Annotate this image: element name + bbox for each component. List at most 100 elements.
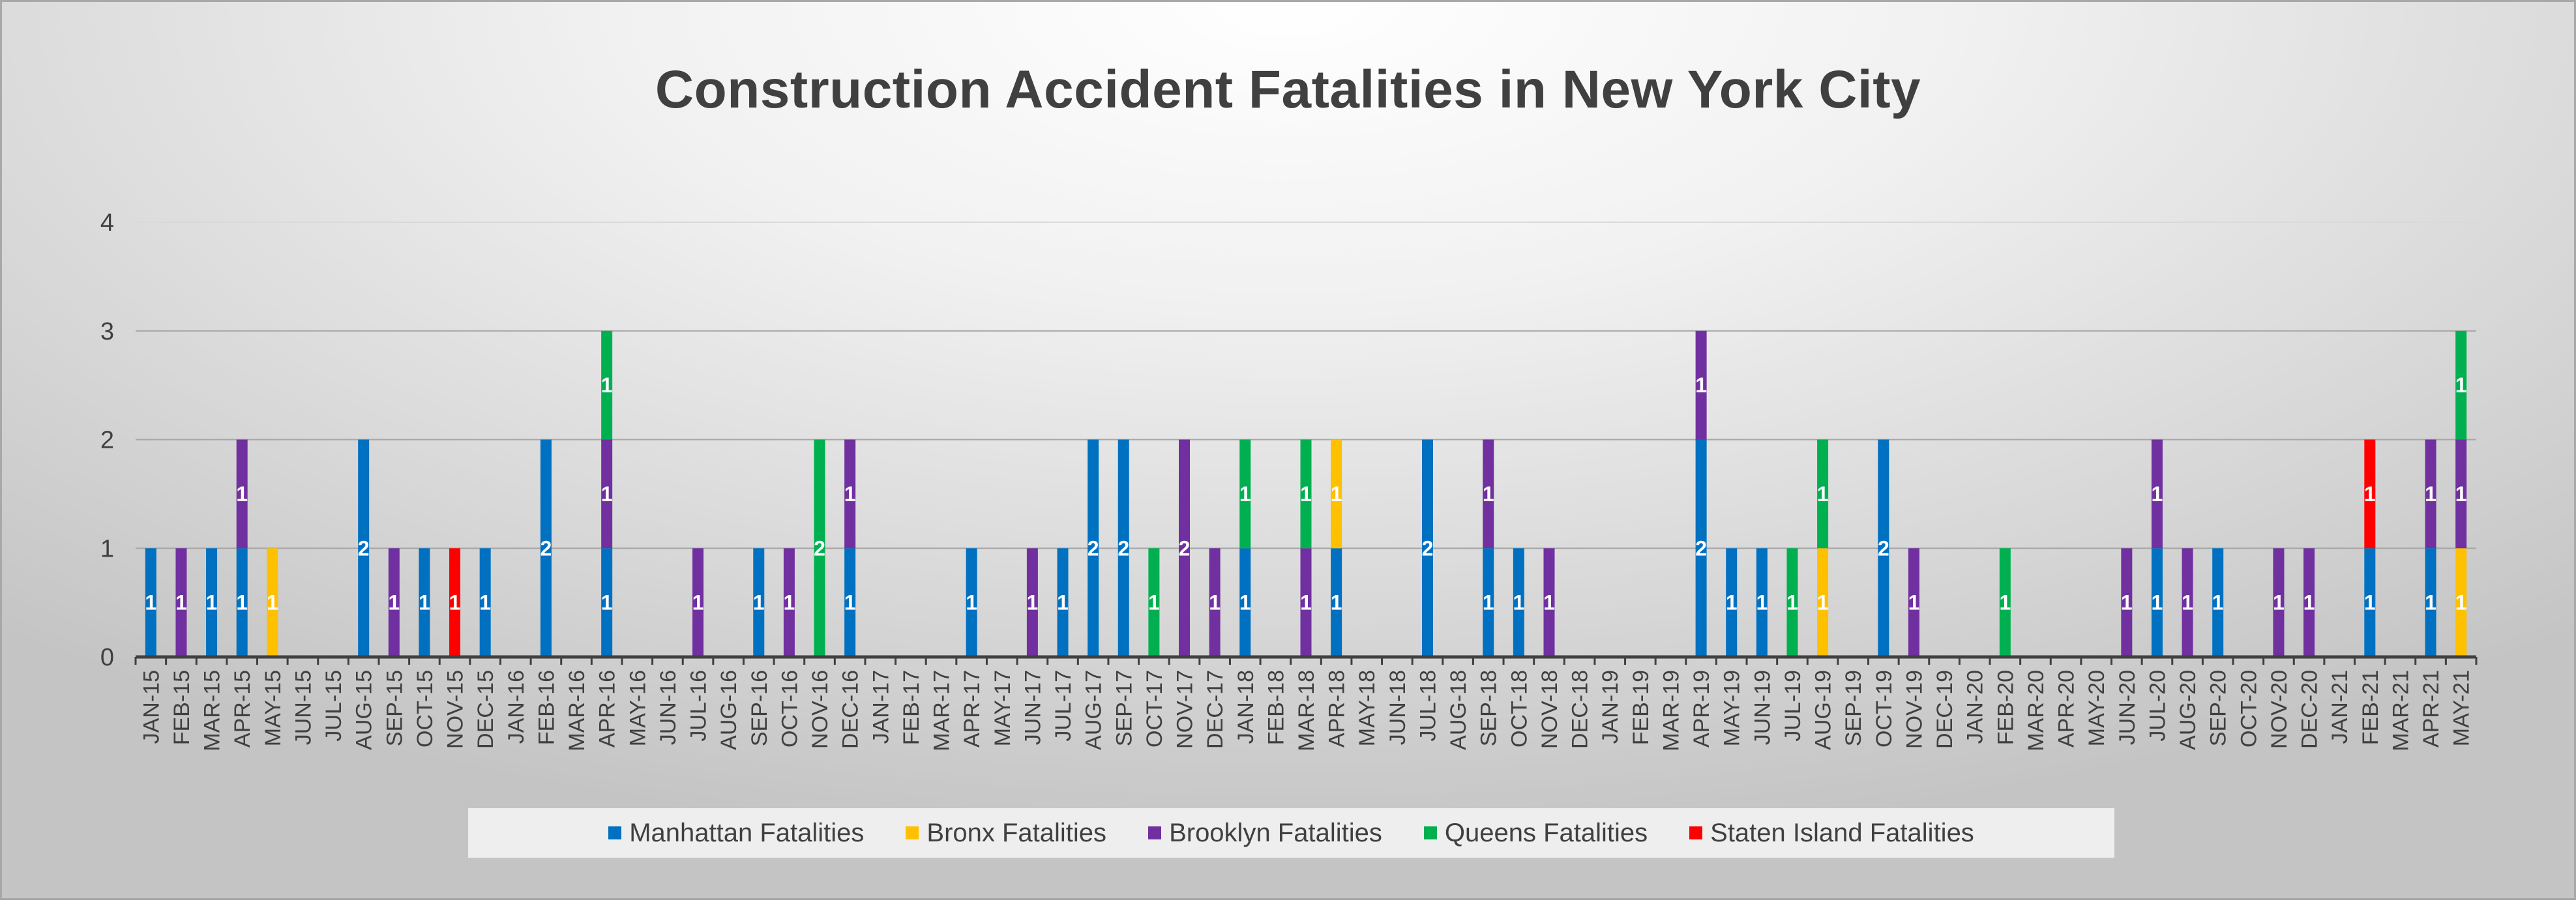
- x-tick-label: AUG-19: [1811, 670, 1836, 750]
- data-label: 1: [1543, 591, 1555, 615]
- bar-segment: [1543, 548, 1555, 657]
- bar-segment: [1695, 439, 1707, 657]
- data-label: 2: [540, 536, 552, 560]
- data-label: 1: [601, 373, 613, 397]
- x-tick-label: OCT-17: [1142, 670, 1167, 748]
- data-label: 1: [1726, 591, 1738, 615]
- data-label: 1: [1331, 482, 1342, 506]
- x-tick-label: MAR-18: [1294, 670, 1319, 751]
- x-tick-label: NOV-15: [443, 670, 468, 749]
- bar-segment: [1331, 439, 1342, 549]
- data-label: 1: [388, 591, 400, 615]
- x-tick-label: NOV-18: [1537, 670, 1562, 749]
- data-label: 1: [1209, 591, 1221, 615]
- bar-segment: [1179, 439, 1191, 657]
- legend: Manhattan Fatalities Bronx Fatalities Broo…: [468, 808, 2114, 858]
- x-tick-label: NOV-17: [1173, 670, 1198, 749]
- data-label: 1: [784, 591, 795, 615]
- x-tick-label: MAY-16: [625, 670, 650, 746]
- bar-segment: [2121, 548, 2133, 657]
- x-tick-label: JUN-19: [1750, 670, 1775, 745]
- bar-segment: [449, 548, 461, 657]
- legend-label: Bronx Fatalities: [926, 818, 1107, 847]
- bar-segment: [1695, 330, 1707, 440]
- bar-segment: [1878, 439, 1889, 657]
- data-label: 1: [479, 591, 491, 615]
- bar-segment: [1817, 548, 1829, 657]
- legend-label: Manhattan Fatalities: [629, 818, 865, 847]
- y-tick-label: 0: [100, 644, 114, 671]
- bar-segment: [236, 548, 248, 657]
- data-label: 1: [1999, 591, 2011, 615]
- x-tick-label: MAR-20: [2024, 670, 2049, 751]
- x-tick-label: FEB-21: [2358, 670, 2383, 745]
- x-tick-label: JAN-18: [1234, 670, 1258, 744]
- x-tick-label: JAN-20: [1963, 670, 1988, 744]
- bar-segment: [206, 548, 218, 657]
- x-tick-label: NOV-20: [2267, 670, 2292, 749]
- x-tick-label: JAN-15: [139, 670, 164, 744]
- data-label: 2: [358, 536, 370, 560]
- bar-segment: [1300, 439, 1312, 549]
- data-label: 1: [1908, 591, 1920, 615]
- data-label: 1: [1331, 591, 1342, 615]
- x-tick-label: MAY-17: [990, 670, 1015, 746]
- bar-segment: [1026, 548, 1038, 657]
- x-tick-label: AUG-18: [1446, 670, 1471, 750]
- data-label: 1: [2152, 482, 2163, 506]
- bar-segment: [1088, 439, 1099, 657]
- bar-segment: [844, 548, 856, 657]
- x-tick-label: FEB-19: [1629, 670, 1653, 745]
- bar-segment: [1756, 548, 1768, 657]
- data-label: 1: [2364, 591, 2376, 615]
- bar-segment: [1239, 548, 1251, 657]
- x-tick-label: MAR-19: [1659, 670, 1683, 751]
- x-tick-label: MAY-19: [1720, 670, 1745, 746]
- bar-segment: [1513, 548, 1524, 657]
- bar-segment: [1148, 548, 1160, 657]
- data-label: 1: [1817, 591, 1829, 615]
- bar-segment: [1300, 548, 1312, 657]
- data-label: 1: [1148, 591, 1160, 615]
- data-label: 1: [1817, 482, 1829, 506]
- x-tick-label: DEC-19: [1932, 670, 1957, 749]
- bar-segment: [1999, 548, 2011, 657]
- data-label: 1: [175, 591, 187, 615]
- x-tick-label: MAR-15: [200, 670, 225, 751]
- x-tick-label: MAR-17: [930, 670, 955, 751]
- data-label: 1: [449, 591, 461, 615]
- x-tick-label: JUL-18: [1415, 670, 1440, 742]
- x-tick-label: DEC-20: [2298, 670, 2322, 749]
- data-label: 1: [1057, 591, 1069, 615]
- data-label: 1: [2303, 591, 2315, 615]
- data-label: 1: [1239, 482, 1251, 506]
- x-tick-label: OCT-20: [2236, 670, 2261, 748]
- x-tick-label: OCT-15: [413, 670, 437, 748]
- x-tick-label: SEP-16: [747, 670, 772, 746]
- data-label: 1: [1513, 591, 1524, 615]
- x-tick-label: DEC-16: [838, 670, 863, 749]
- bar-segment: [1421, 439, 1433, 657]
- data-label: 1: [1026, 591, 1038, 615]
- bar-segment: [1726, 548, 1738, 657]
- bar-segment: [145, 548, 156, 657]
- bar-segment: [2455, 330, 2467, 440]
- data-label: 1: [692, 591, 704, 615]
- data-label: 1: [2121, 591, 2133, 615]
- bar-segment: [966, 548, 977, 657]
- bar-segment: [2303, 548, 2315, 657]
- x-tick-label: APR-15: [230, 670, 255, 748]
- data-label: 1: [601, 591, 613, 615]
- data-label: 1: [2455, 373, 2467, 397]
- data-label: 1: [2455, 591, 2467, 615]
- data-label: 1: [1300, 591, 1312, 615]
- data-label: 1: [2212, 591, 2224, 615]
- bar-segment: [2151, 548, 2163, 657]
- x-tick-label: AUG-16: [717, 670, 741, 750]
- x-tick-label: SEP-17: [1112, 670, 1136, 746]
- data-label: 1: [2455, 482, 2467, 506]
- bar-segment: [388, 548, 400, 657]
- data-label: 1: [2425, 482, 2436, 506]
